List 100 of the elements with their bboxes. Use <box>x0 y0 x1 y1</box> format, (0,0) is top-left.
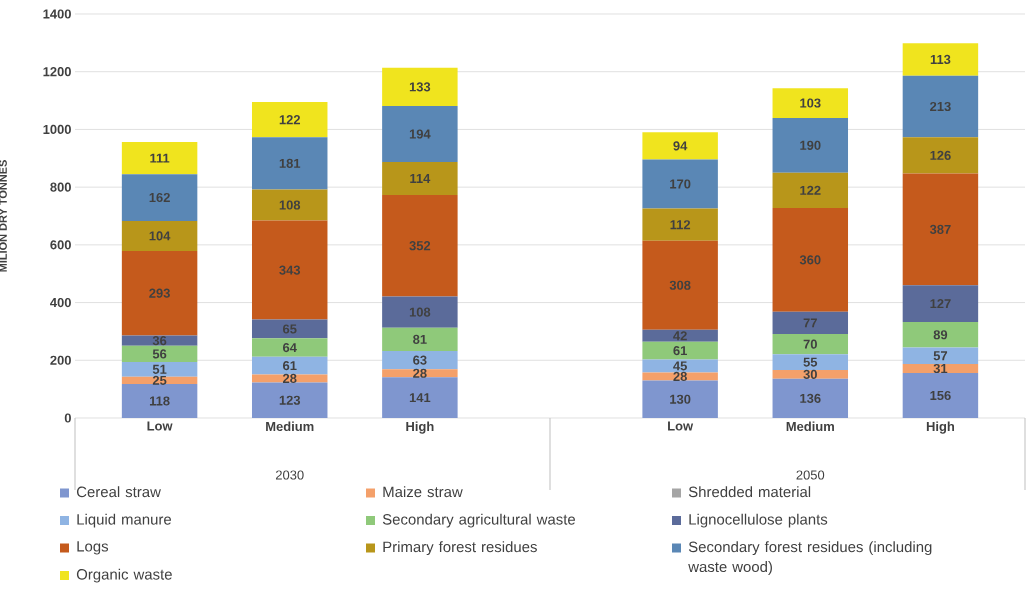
x-tick-label: High <box>926 421 955 434</box>
bar <box>902 285 979 322</box>
data-label: 308 <box>669 280 691 290</box>
text: 2030 <box>275 470 304 480</box>
data-label: 36 <box>152 336 167 346</box>
data-label: 61 <box>673 346 687 356</box>
bar <box>772 370 849 379</box>
data-label: 162 <box>149 192 170 203</box>
bar <box>382 377 458 418</box>
y-tick-label: 0 <box>64 413 71 423</box>
text: 2050 <box>796 470 825 480</box>
bar <box>642 380 718 418</box>
data-label: 123 <box>279 395 301 405</box>
data-label: 64 <box>282 343 297 353</box>
bar <box>902 347 979 365</box>
x-tick-label: Medium <box>786 421 834 432</box>
data-label: 28 <box>413 368 427 378</box>
data-label: 30 <box>803 369 817 380</box>
legend-label: Lignocellulose plants <box>689 513 828 528</box>
legend-label: Cereal straw <box>76 486 161 498</box>
data-label: 136 <box>800 393 821 403</box>
bar <box>251 356 328 375</box>
data-label: 111 <box>150 153 170 163</box>
data-label: 65 <box>282 324 297 334</box>
data-label: 113 <box>930 54 951 65</box>
data-label: 127 <box>930 299 951 309</box>
bar <box>251 220 328 320</box>
data-label: 31 <box>933 363 948 374</box>
bar <box>382 351 458 370</box>
data-label: 343 <box>279 265 301 275</box>
data-label: 104 <box>149 231 171 241</box>
data-label: 42 <box>673 331 687 341</box>
bar <box>642 341 718 360</box>
bar <box>642 372 718 381</box>
data-label: 94 <box>673 141 688 151</box>
data-label: 141 <box>409 393 431 403</box>
bar <box>121 142 198 175</box>
bar <box>251 319 328 339</box>
data-label: 114 <box>410 174 431 183</box>
data-label: 133 <box>409 82 431 92</box>
bar <box>772 117 849 173</box>
bar <box>772 334 849 355</box>
bar <box>902 173 979 286</box>
bar <box>382 369 458 378</box>
bar <box>251 338 328 357</box>
legend-label: Secondary agricultural waste <box>382 513 576 528</box>
bar <box>382 194 458 297</box>
bar <box>902 137 979 174</box>
bar <box>772 207 849 312</box>
data-label: 194 <box>409 129 431 139</box>
data-label: 61 <box>282 361 297 371</box>
bar <box>902 372 979 418</box>
data-label: 108 <box>279 200 301 210</box>
data-label: 360 <box>799 255 821 265</box>
data-label: 108 <box>409 307 431 317</box>
bar <box>382 296 458 328</box>
data-label: 112 <box>670 220 691 230</box>
data-label: 70 <box>803 339 817 349</box>
bar <box>902 364 979 373</box>
data-label: 28 <box>282 373 297 384</box>
bar <box>251 189 328 221</box>
bar <box>642 240 718 330</box>
bar <box>772 354 849 371</box>
x-tick-label: High <box>406 421 434 434</box>
legend-label: Maize straw <box>383 486 463 498</box>
y-tick-label: 800 <box>50 182 71 192</box>
data-label: 89 <box>933 330 948 340</box>
data-label: 77 <box>803 318 817 328</box>
bar <box>251 137 328 190</box>
bar <box>121 220 198 251</box>
data-label: 25 <box>152 375 167 385</box>
y-tick-label: 1000 <box>43 124 71 135</box>
bar <box>251 374 328 383</box>
bar <box>121 250 198 336</box>
bar <box>121 335 198 346</box>
y-tick-label: 600 <box>50 240 71 250</box>
bar <box>642 329 718 342</box>
data-label: 156 <box>930 390 951 401</box>
data-label: 45 <box>673 361 687 371</box>
bar <box>902 43 979 76</box>
data-label: 190 <box>800 140 821 150</box>
data-label: 56 <box>152 349 167 359</box>
data-label: 387 <box>929 224 951 234</box>
bar <box>902 75 979 138</box>
data-label: 81 <box>413 334 427 344</box>
bar <box>772 311 849 335</box>
bar <box>902 321 979 348</box>
data-label: 51 <box>152 364 167 374</box>
bar <box>121 383 198 418</box>
bar <box>642 132 718 160</box>
data-label: 352 <box>409 241 431 251</box>
data-label: 130 <box>670 394 691 404</box>
data-label: 122 <box>279 115 301 125</box>
data-label: 55 <box>803 357 818 367</box>
bar <box>121 174 198 221</box>
legend-label: Shredded material <box>688 486 811 498</box>
bar <box>382 67 458 107</box>
legend-label: Secondary forest residues (including waste wood) <box>688 541 932 576</box>
y-axis-title: MILION DRY TONNES <box>0 160 7 272</box>
data-label: 57 <box>933 351 948 361</box>
